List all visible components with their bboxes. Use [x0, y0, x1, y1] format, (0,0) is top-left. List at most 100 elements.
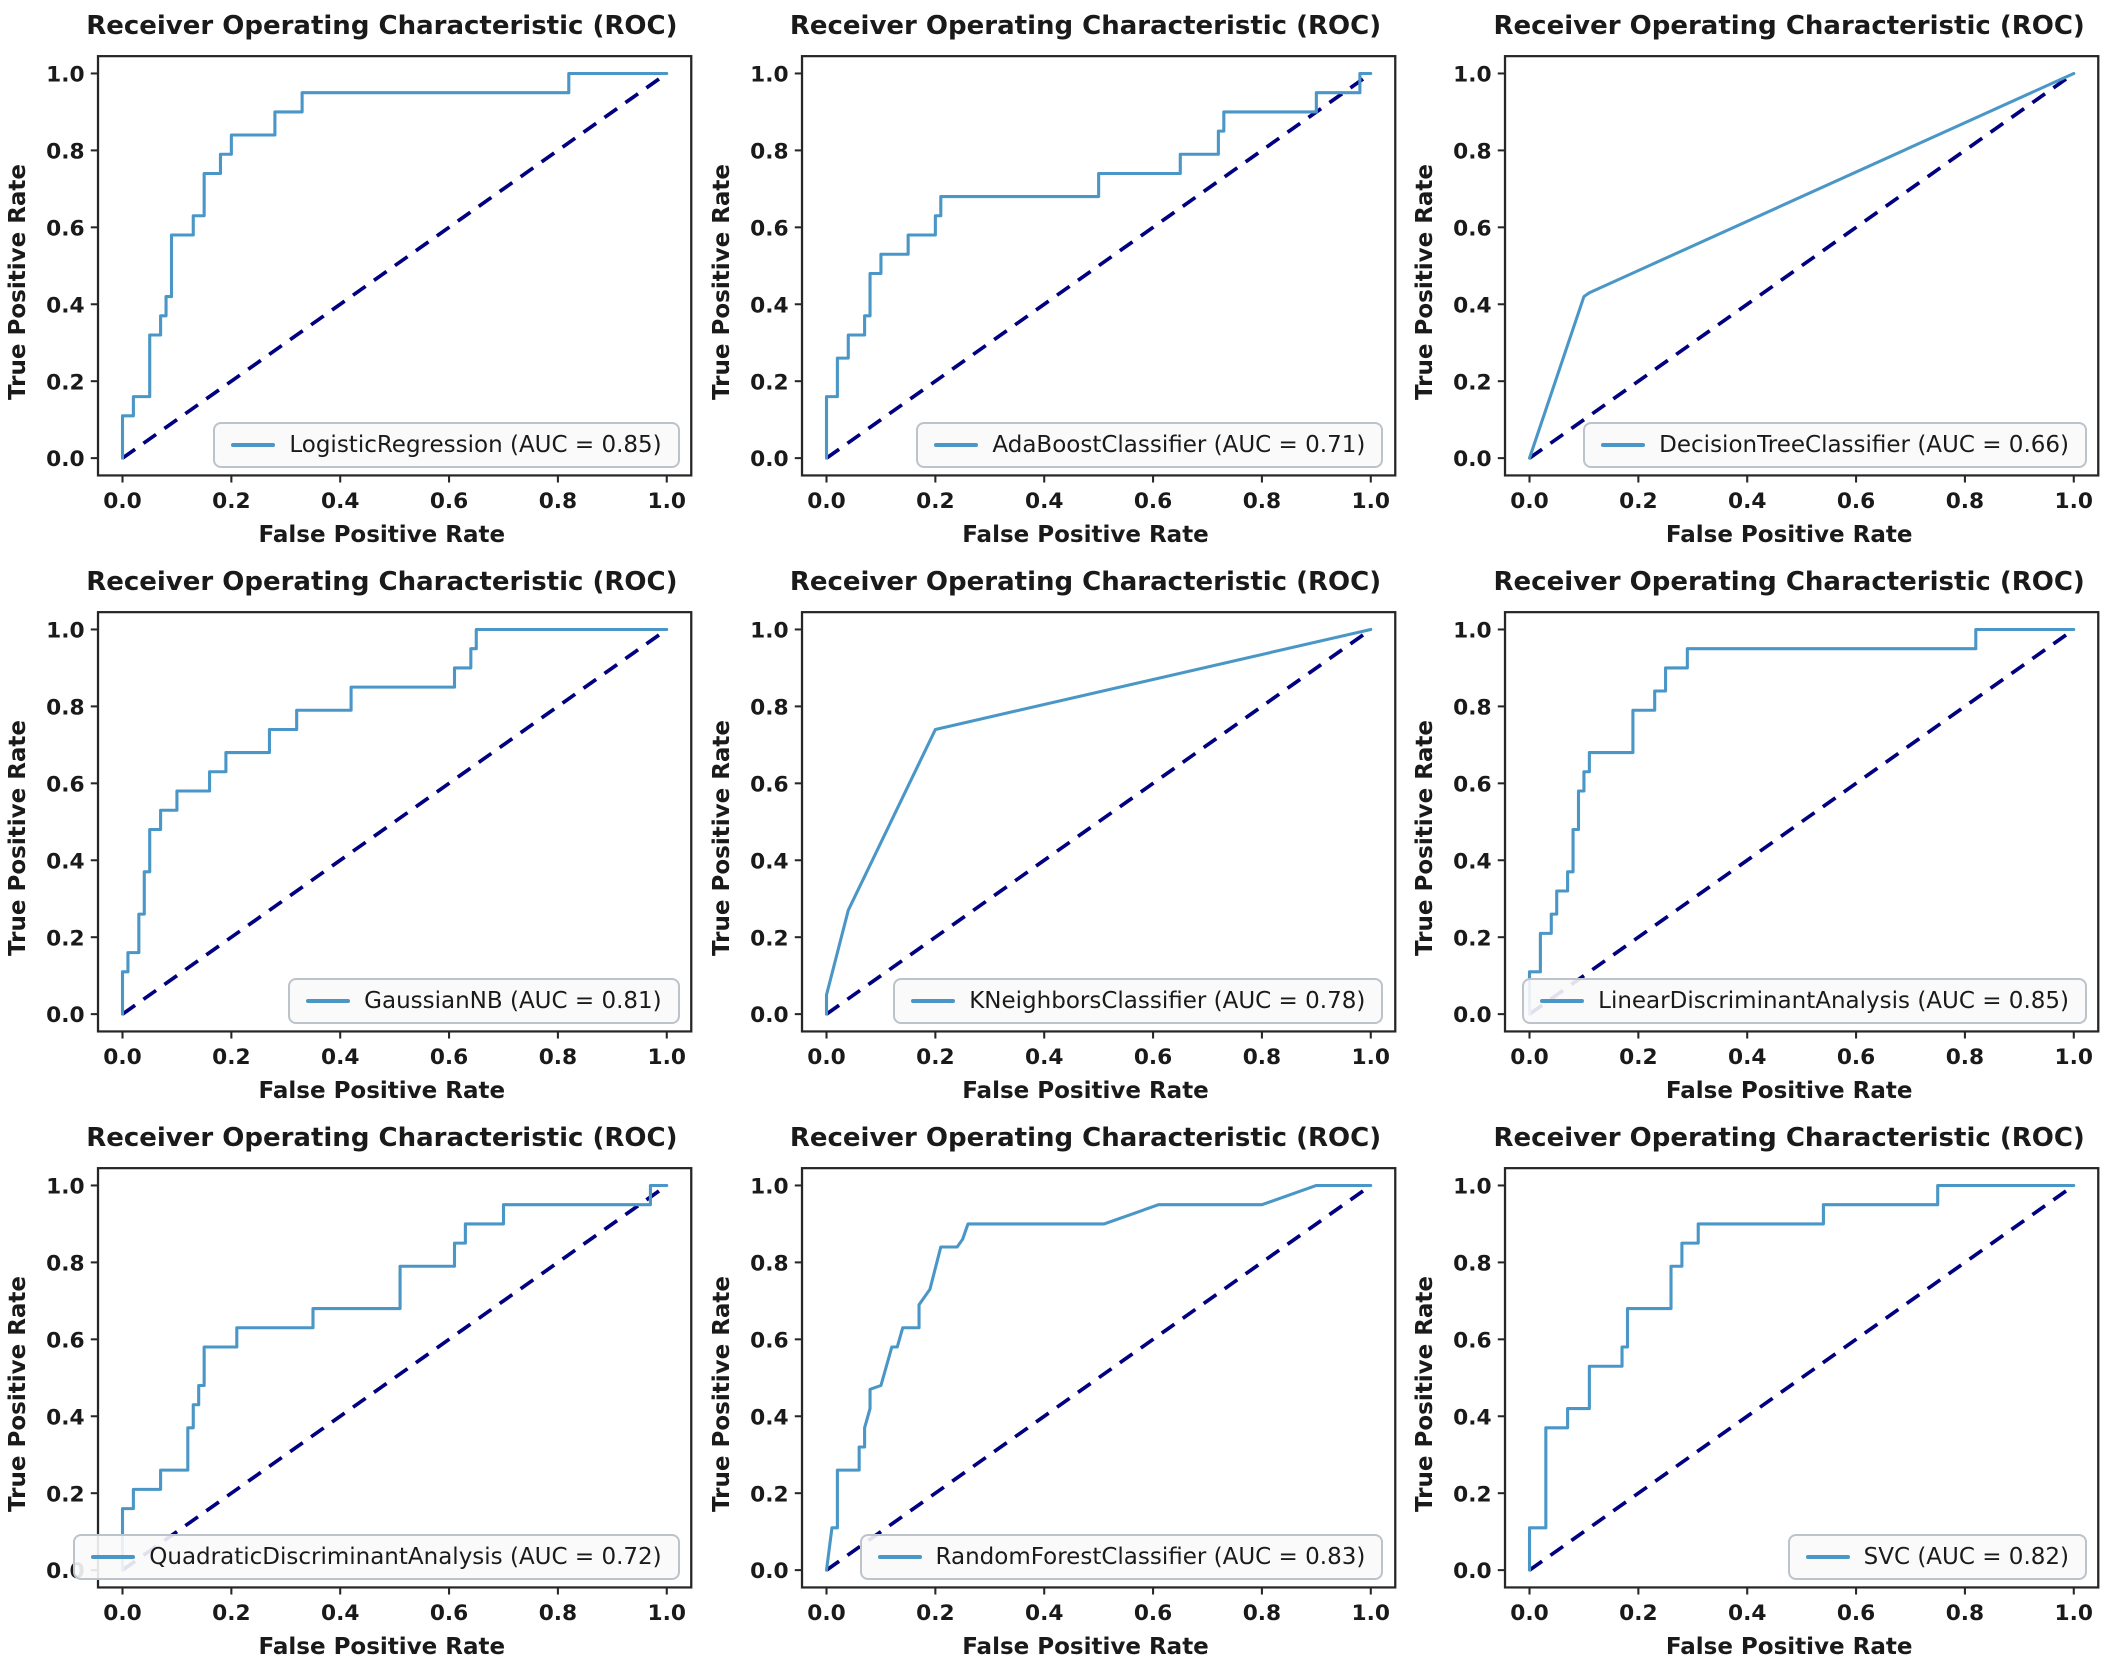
svg-text:0.0: 0.0: [1511, 1045, 1549, 1070]
legend: DecisionTreeClassifier (AUC = 0.66): [1583, 422, 2087, 468]
plot-title: Receiver Operating Characteristic (ROC): [86, 11, 678, 41]
svg-text:0.6: 0.6: [430, 489, 468, 514]
plot-title: Receiver Operating Characteristic (ROC): [789, 11, 1382, 41]
svg-text:0.4: 0.4: [1728, 489, 1766, 514]
svg-text:0.8: 0.8: [1242, 1045, 1280, 1070]
svg-text:0.6: 0.6: [1453, 773, 1491, 798]
svg-text:0.2: 0.2: [46, 1482, 84, 1507]
roc-chart-canvas: 0.0 0.2 0.4 0.6 0.8 1.0 0.0 0.2 0.4 0.6 0.8 1.0: [1453, 611, 2100, 1070]
legend-label: LinearDiscriminantAnalysis (AUC = 0.85): [1598, 988, 2069, 1014]
svg-text:0.6: 0.6: [46, 773, 84, 798]
roc-subplot-decision-tree: Receiver Operating Characteristic (ROC) …: [1407, 0, 2111, 556]
svg-text:0.8: 0.8: [46, 696, 84, 721]
svg-text:0.2: 0.2: [916, 1045, 954, 1070]
plot-title: Receiver Operating Characteristic (ROC): [1493, 1123, 2085, 1153]
svg-text:1.0: 1.0: [750, 63, 788, 88]
legend-label: GaussianNB (AUC = 0.81): [364, 988, 662, 1014]
legend: GaussianNB (AUC = 0.81): [288, 978, 680, 1024]
legend-line-swatch: [1540, 999, 1585, 1003]
legend-label: KNeighborsClassifier (AUC = 0.78): [969, 988, 1366, 1014]
svg-text:0.0: 0.0: [103, 1045, 141, 1070]
svg-text:0.0: 0.0: [750, 1559, 788, 1584]
legend: RandomForestClassifier (AUC = 0.83): [859, 1534, 1384, 1580]
svg-text:0.0: 0.0: [807, 489, 845, 514]
svg-text:0.4: 0.4: [750, 1406, 788, 1431]
svg-text:0.4: 0.4: [46, 1406, 84, 1431]
plot-title: Receiver Operating Characteristic (ROC): [86, 567, 678, 597]
roc-subplot-adaboost: Receiver Operating Characteristic (ROC) …: [704, 0, 1408, 556]
svg-text:0.0: 0.0: [1511, 489, 1549, 514]
roc-subplot-logistic-regression: Receiver Operating Characteristic (ROC) …: [0, 0, 704, 556]
svg-text:0.6: 0.6: [1837, 489, 1875, 514]
svg-text:0.0: 0.0: [103, 1601, 141, 1626]
y-axis-label: True Positive Rate: [708, 163, 735, 401]
svg-text:0.8: 0.8: [1242, 489, 1280, 514]
x-axis-label: False Positive Rate: [1665, 1078, 1913, 1104]
y-axis-label: True Positive Rate: [5, 719, 31, 957]
svg-text:0.2: 0.2: [46, 926, 84, 951]
svg-text:0.8: 0.8: [46, 1252, 84, 1277]
roc-subplot-kneighbors: Receiver Operating Characteristic (ROC) …: [704, 556, 1408, 1112]
svg-text:1.0: 1.0: [1453, 619, 1491, 644]
roc-subplot-gaussian-nb: Receiver Operating Characteristic (ROC) …: [0, 556, 704, 1112]
svg-text:0.8: 0.8: [750, 1252, 788, 1277]
svg-text:0.0: 0.0: [103, 489, 141, 514]
svg-text:1.0: 1.0: [1351, 1045, 1389, 1070]
x-axis-label: False Positive Rate: [258, 1078, 506, 1104]
roc-chart-canvas: 0.0 0.2 0.4 0.6 0.8 1.0 0.0 0.2 0.4 0.6 0.8 1.0: [1453, 55, 2100, 514]
y-axis-label: True Positive Rate: [708, 1275, 735, 1513]
x-axis-label: False Positive Rate: [962, 522, 1209, 548]
legend: SVC (AUC = 0.82): [1787, 1534, 2087, 1580]
svg-text:0.6: 0.6: [430, 1045, 468, 1070]
svg-text:0.8: 0.8: [750, 696, 788, 721]
svg-text:0.8: 0.8: [1946, 1045, 1984, 1070]
svg-text:0.4: 0.4: [1728, 1045, 1766, 1070]
svg-text:0.6: 0.6: [750, 1329, 788, 1354]
svg-text:0.4: 0.4: [1453, 850, 1491, 875]
svg-text:0.6: 0.6: [46, 217, 84, 242]
svg-text:0.2: 0.2: [212, 1601, 250, 1626]
roc-chart-canvas: 0.0 0.2 0.4 0.6 0.8 1.0 0.0 0.2 0.4 0.6 0.8 1.0: [46, 611, 693, 1070]
svg-text:0.4: 0.4: [321, 1601, 359, 1626]
legend-label: SVC (AUC = 0.82): [1863, 1544, 2069, 1570]
svg-text:0.2: 0.2: [1619, 489, 1657, 514]
svg-text:0.4: 0.4: [46, 294, 84, 319]
svg-text:0.4: 0.4: [1025, 1045, 1063, 1070]
plot-title: Receiver Operating Characteristic (ROC): [1493, 567, 2085, 597]
svg-text:0.6: 0.6: [1837, 1045, 1875, 1070]
svg-text:0.8: 0.8: [1453, 696, 1491, 721]
svg-text:0.0: 0.0: [807, 1045, 845, 1070]
svg-text:0.4: 0.4: [1453, 294, 1491, 319]
svg-text:0.6: 0.6: [1134, 1601, 1172, 1626]
svg-text:0.0: 0.0: [1453, 447, 1491, 472]
legend: QuadraticDiscriminantAnalysis (AUC = 0.7…: [73, 1534, 680, 1580]
legend: AdaBoostClassifier (AUC = 0.71): [916, 422, 1384, 468]
plot-title: Receiver Operating Characteristic (ROC): [789, 567, 1382, 597]
roc-chart-canvas: 0.0 0.2 0.4 0.6 0.8 1.0 0.0 0.2 0.4 0.6 0.8 1.0: [750, 611, 1397, 1070]
svg-text:1.0: 1.0: [750, 619, 788, 644]
svg-text:0.2: 0.2: [1453, 370, 1491, 395]
plot-title: Receiver Operating Characteristic (ROC): [789, 1123, 1382, 1153]
legend-label: DecisionTreeClassifier (AUC = 0.66): [1659, 432, 2069, 458]
svg-text:0.4: 0.4: [321, 1045, 359, 1070]
svg-text:0.0: 0.0: [750, 1003, 788, 1028]
svg-text:1.0: 1.0: [2055, 1045, 2093, 1070]
svg-text:1.0: 1.0: [2055, 1601, 2093, 1626]
svg-text:0.8: 0.8: [1242, 1601, 1280, 1626]
y-axis-label: True Positive Rate: [1412, 1275, 1439, 1513]
svg-text:0.2: 0.2: [46, 370, 84, 395]
svg-text:0.2: 0.2: [750, 926, 788, 951]
x-axis-label: False Positive Rate: [962, 1078, 1209, 1104]
svg-text:1.0: 1.0: [750, 1175, 788, 1200]
svg-text:0.8: 0.8: [539, 489, 577, 514]
legend-line-swatch: [877, 1555, 922, 1559]
svg-text:0.0: 0.0: [46, 447, 84, 472]
svg-text:0.4: 0.4: [750, 850, 788, 875]
svg-text:0.2: 0.2: [212, 489, 250, 514]
roc-chart-canvas: 0.0 0.2 0.4 0.6 0.8 1.0 0.0 0.2 0.4 0.6 0.8 1.0: [1453, 1167, 2100, 1626]
roc-chart-canvas: 0.0 0.2 0.4 0.6 0.8 1.0 0.0 0.2 0.4 0.6 0.8 1.0: [46, 55, 693, 514]
svg-text:1.0: 1.0: [46, 619, 84, 644]
svg-text:0.4: 0.4: [750, 294, 788, 319]
svg-text:1.0: 1.0: [1453, 63, 1491, 88]
svg-text:1.0: 1.0: [46, 1175, 84, 1200]
